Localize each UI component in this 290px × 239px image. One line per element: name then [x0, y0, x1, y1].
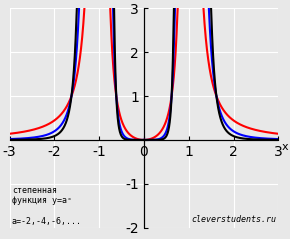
Text: cleverstudents.ru: cleverstudents.ru [191, 215, 276, 223]
Text: степенная
функция y=aˣ

a=-2,-4,-6,...: степенная функция y=aˣ a=-2,-4,-6,... [12, 186, 82, 226]
Text: x: x [282, 141, 288, 152]
